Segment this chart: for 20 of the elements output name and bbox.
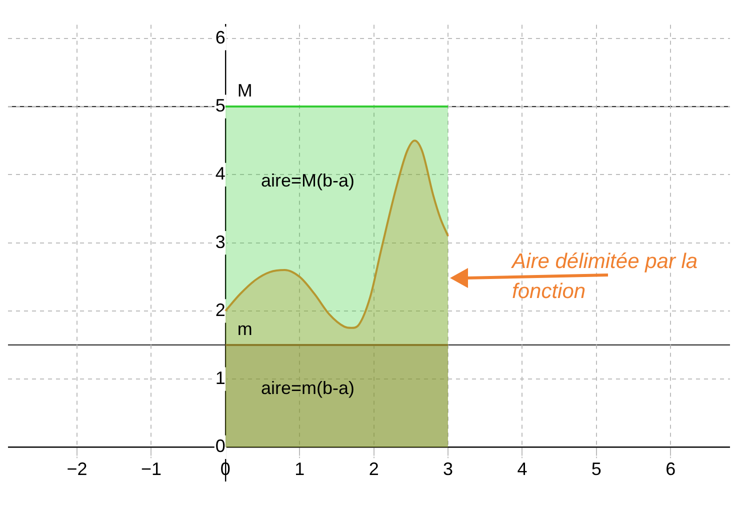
y-tick-label: 3 — [215, 232, 226, 252]
x-tick-label: 5 — [591, 458, 602, 479]
x-tick-label: 3 — [443, 458, 454, 479]
y-tick-label: 2 — [215, 300, 226, 320]
x-tick-label: −1 — [140, 458, 162, 479]
ref-line-label: m — [237, 318, 252, 339]
y-tick-label: 6 — [215, 27, 226, 48]
annotation: Aire délimitée par la fonction — [510, 250, 698, 304]
y-tick-label: 0 — [215, 436, 226, 456]
x-tick-label: −2 — [66, 458, 88, 479]
x-tick-label: 4 — [517, 458, 528, 479]
x-tick-label: 2 — [368, 458, 379, 479]
x-tick-label: 1 — [294, 458, 305, 479]
y-tick-label: 4 — [215, 164, 226, 184]
ref-line-label: M — [237, 80, 252, 101]
y-tick-label: 5 — [215, 96, 226, 116]
y-tick-label: 1 — [215, 368, 226, 388]
annotation: aire=M(b-a) — [261, 170, 355, 190]
annotation: aire=m(b-a) — [261, 378, 355, 398]
x-tick-label: 6 — [666, 458, 676, 479]
